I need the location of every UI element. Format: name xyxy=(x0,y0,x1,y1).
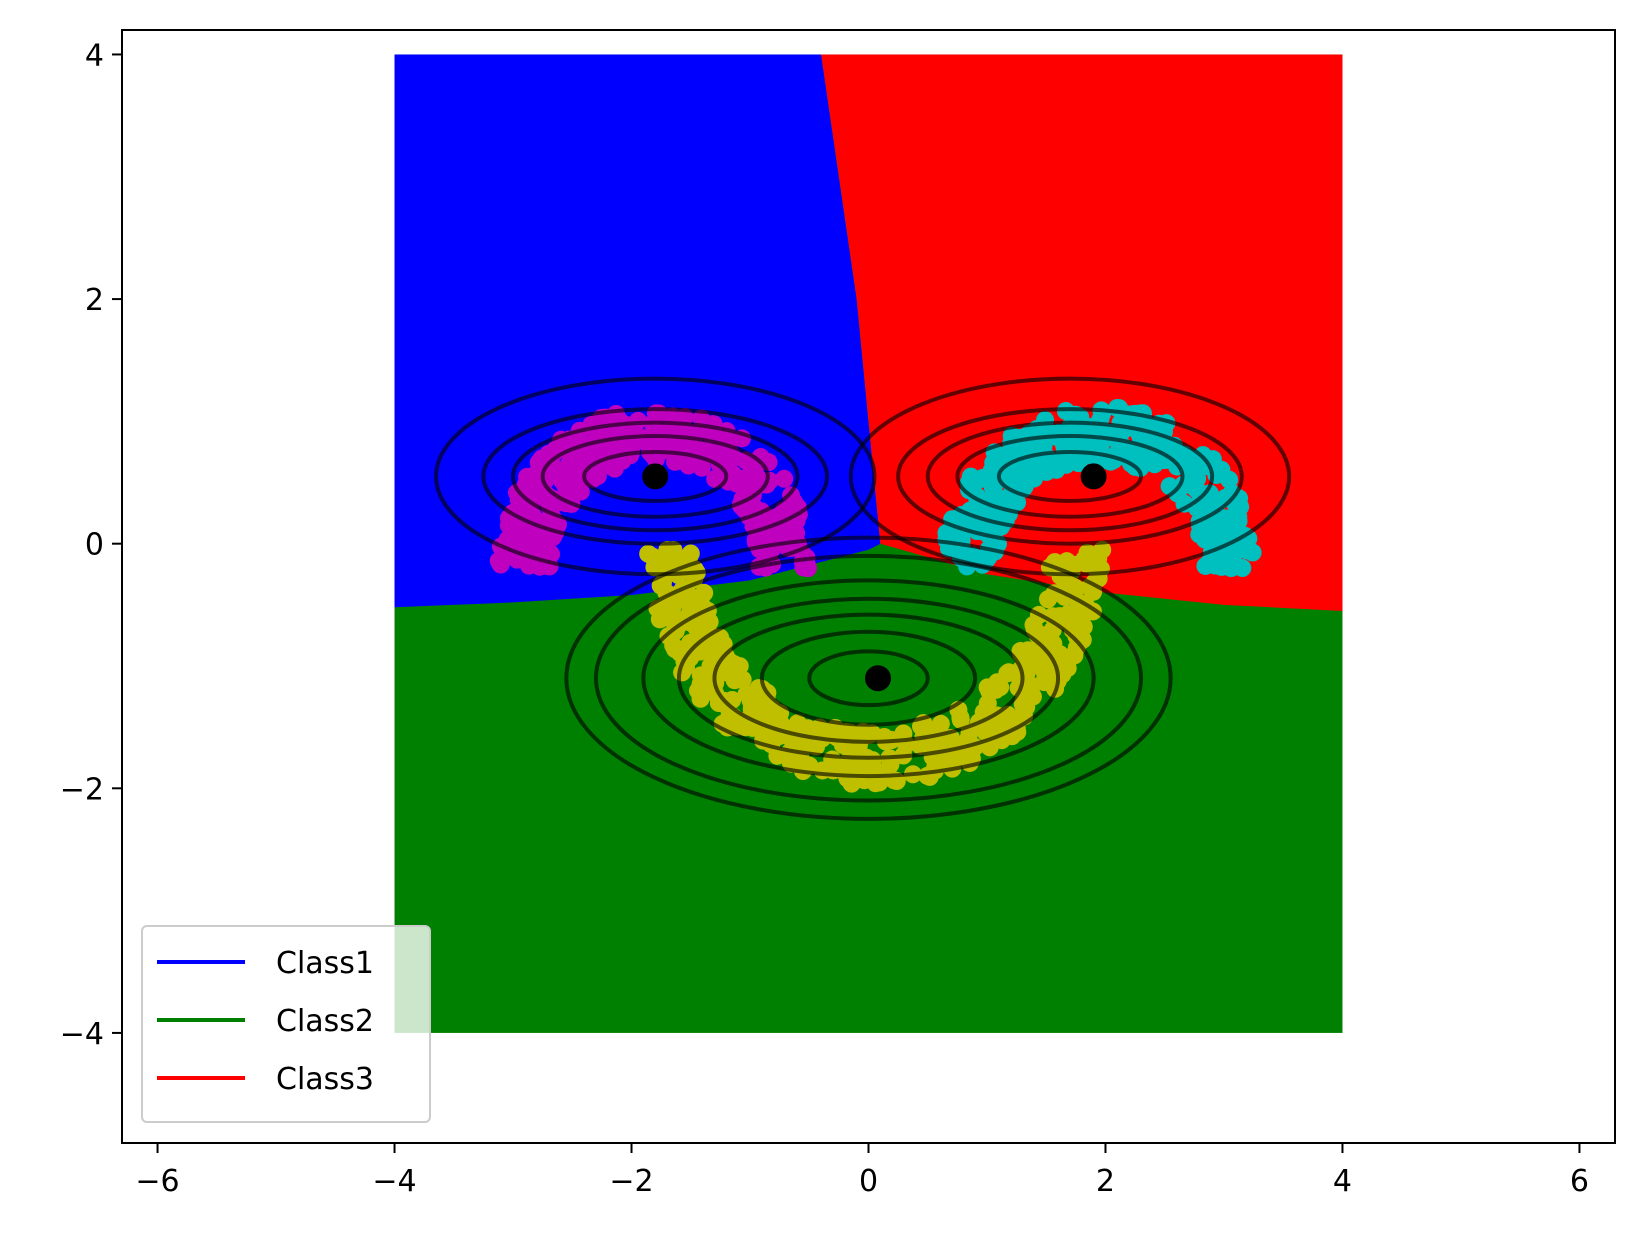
data-point-magenta xyxy=(629,411,648,430)
x-tick-label: 0 xyxy=(859,1164,878,1199)
data-point-yellow xyxy=(681,648,700,667)
data-point-cyan xyxy=(973,468,992,487)
data-point-yellow xyxy=(663,597,682,616)
data-point-yellow xyxy=(733,670,752,689)
data-point-yellow xyxy=(918,766,937,785)
x-tick-label: 6 xyxy=(1570,1164,1589,1199)
contour-3-level-3 xyxy=(712,612,1025,744)
contour-3-level-2 xyxy=(759,629,978,727)
data-point-cyan xyxy=(1219,546,1238,565)
region-class1 xyxy=(394,54,881,608)
y-tick-label: −4 xyxy=(60,1017,104,1052)
x-tick-label: −2 xyxy=(609,1164,653,1199)
data-point-yellow xyxy=(725,655,744,674)
data-point-magenta xyxy=(742,465,761,484)
data-point-yellow xyxy=(1016,645,1035,664)
contour-3-level-5 xyxy=(641,578,1096,779)
contour-3-level-7 xyxy=(564,535,1173,821)
y-tick-label: −2 xyxy=(60,772,104,807)
x-tick-label: −4 xyxy=(372,1164,416,1199)
data-point-cyan xyxy=(984,453,1003,472)
data-point-yellow xyxy=(1089,549,1108,568)
contour-1-level-1 xyxy=(582,449,729,503)
data-point-yellow xyxy=(1058,659,1077,678)
data-point-yellow xyxy=(1068,602,1087,621)
data-point-magenta xyxy=(558,458,577,477)
data-point-magenta xyxy=(558,474,577,493)
data-point-cyan xyxy=(1069,454,1088,473)
x-tick-label: 4 xyxy=(1333,1164,1352,1199)
data-point-cyan xyxy=(1201,555,1220,574)
y-tick-label: 2 xyxy=(85,283,104,318)
data-point-yellow xyxy=(991,678,1010,697)
contour-3-level-1 xyxy=(807,649,930,708)
contour-1-level-4 xyxy=(481,407,830,546)
data-point-magenta xyxy=(514,532,533,551)
legend-label: Class1 xyxy=(276,946,374,981)
data-point-magenta xyxy=(507,518,526,537)
data-point-yellow xyxy=(1023,676,1042,695)
contour-3-level-4 xyxy=(676,596,1061,760)
data-point-magenta xyxy=(539,543,558,562)
contour-1-level-5 xyxy=(434,376,877,577)
gaussian-contours xyxy=(434,376,1292,821)
data-point-yellow xyxy=(1015,690,1034,709)
data-point-magenta xyxy=(751,448,770,467)
class-means xyxy=(642,463,1107,692)
legend-label: Class3 xyxy=(276,1062,374,1097)
data-point-yellow xyxy=(768,746,787,765)
mean-marker-class3 xyxy=(1080,463,1107,490)
legend-box xyxy=(141,925,431,1123)
legend-label: Class2 xyxy=(276,1004,374,1039)
data-point-yellow xyxy=(820,722,839,741)
data-point-yellow xyxy=(842,774,861,793)
data-point-cyan xyxy=(1017,462,1036,481)
data-point-yellow xyxy=(650,610,669,629)
contour-1-level-2 xyxy=(540,434,770,519)
data-point-cyan xyxy=(1210,517,1229,536)
data-point-yellow xyxy=(813,761,832,780)
data-point-magenta xyxy=(763,538,782,557)
legend: Class1 Class2 Class3 xyxy=(141,925,431,1123)
region-class3 xyxy=(821,54,1343,611)
contour-2-level-4 xyxy=(896,407,1244,546)
contour-2-level-3 xyxy=(925,420,1215,533)
data-point-yellow xyxy=(1039,590,1058,609)
data-point-magenta xyxy=(666,452,685,471)
y-tick-label: 0 xyxy=(85,528,104,563)
contour-3-level-6 xyxy=(593,553,1144,803)
y-tick-label: 4 xyxy=(85,38,104,73)
data-point-magenta xyxy=(774,501,793,520)
x-axis: −6 −4 −2 0 2 4 6 xyxy=(135,1143,1589,1199)
data-point-magenta xyxy=(607,404,626,423)
data-point-cyan xyxy=(1229,512,1248,531)
data-point-cyan xyxy=(1181,456,1200,475)
x-tick-label: −6 xyxy=(135,1164,179,1199)
x-tick-label: 2 xyxy=(1096,1164,1115,1199)
data-point-cyan xyxy=(1131,448,1150,467)
data-point-yellow xyxy=(697,676,716,695)
contour-2-level-1 xyxy=(996,449,1144,503)
data-point-magenta xyxy=(775,469,794,488)
data-point-cyan xyxy=(1093,404,1112,423)
data-point-yellow xyxy=(951,710,970,729)
data-point-cyan xyxy=(1047,460,1066,479)
data-point-yellow xyxy=(1067,627,1086,646)
contour-2-level-2 xyxy=(955,434,1185,519)
y-axis: −4 −2 0 2 4 xyxy=(60,38,122,1052)
contour-1-level-3 xyxy=(511,420,800,533)
mean-marker-class1 xyxy=(642,463,669,490)
mean-marker-class2 xyxy=(864,665,891,692)
